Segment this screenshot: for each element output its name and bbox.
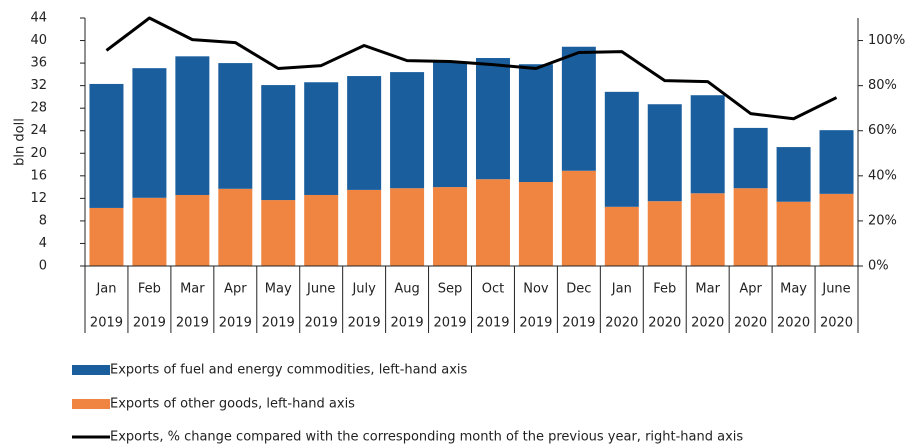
bar — [561, 170, 596, 266]
x-tick-label: Aug — [394, 282, 419, 297]
y-tick-label: 28 — [30, 101, 47, 116]
bar — [347, 189, 382, 266]
x-tick-label: Jan — [95, 282, 116, 297]
x-group-label: 2019 — [133, 316, 166, 331]
y-tick-label: 12 — [30, 191, 47, 206]
x-group-label: 2019 — [519, 316, 552, 331]
bar — [776, 147, 811, 202]
x-group-label: 2019 — [90, 316, 123, 331]
bar — [604, 206, 639, 266]
bar — [733, 127, 768, 189]
bar — [218, 63, 253, 189]
y2-tick-label: 40% — [868, 168, 897, 183]
y-tick-label: 36 — [30, 56, 47, 71]
x-tick-label: June — [821, 282, 850, 297]
bar — [475, 58, 510, 180]
x-group-label: 2019 — [219, 316, 252, 331]
x-tick-label: Feb — [653, 282, 676, 297]
bar — [304, 82, 339, 195]
y-tick-label: 4 — [39, 236, 47, 251]
y-tick-label: 40 — [30, 33, 47, 48]
y-tick-label: 44 — [30, 11, 47, 26]
x-tick-label: June — [306, 282, 335, 297]
bar — [647, 104, 682, 202]
x-group-label: 2020 — [605, 316, 638, 331]
y2-tick-label: 60% — [868, 123, 897, 138]
x-group-label: 2019 — [348, 316, 381, 331]
x-group-label: 2019 — [391, 316, 424, 331]
y-tick-label: 8 — [39, 213, 47, 228]
legend-label: Exports of other goods, left-hand axis — [110, 397, 355, 412]
x-tick-label: May — [265, 282, 292, 297]
y-tick-label: 16 — [30, 168, 47, 183]
bar — [819, 193, 854, 266]
bar — [690, 193, 725, 266]
bar — [390, 188, 425, 266]
x-group-label: 2019 — [305, 316, 338, 331]
bar — [475, 179, 510, 266]
x-tick-label: Oct — [482, 282, 504, 297]
x-group-label: 2019 — [262, 316, 295, 331]
y-tick-label: 20 — [30, 146, 47, 161]
bar — [690, 95, 725, 194]
x-group-label: 2020 — [648, 316, 681, 331]
x-tick-label: July — [351, 282, 376, 297]
x-group-label: 2019 — [476, 316, 509, 331]
bar — [733, 188, 768, 266]
x-tick-label: Feb — [138, 282, 161, 297]
bar — [518, 182, 553, 266]
y-axis-label: bln doll — [13, 118, 28, 166]
x-tick-label: Nov — [523, 282, 549, 297]
bar — [561, 46, 596, 171]
bar — [390, 72, 425, 189]
bar — [261, 200, 296, 266]
legend-swatch — [72, 365, 110, 375]
x-tick-label: Sep — [438, 282, 463, 297]
legend-swatch — [72, 399, 110, 409]
legend-label: Exports of fuel and energy commodities, … — [110, 363, 468, 378]
y-tick-label: 0 — [39, 259, 47, 274]
bar — [304, 194, 339, 266]
bar — [604, 91, 639, 207]
y2-tick-label: 80% — [868, 78, 897, 93]
y2-tick-label: 20% — [868, 213, 897, 228]
x-tick-label: Mar — [695, 282, 720, 297]
x-tick-label: Mar — [180, 282, 205, 297]
bar — [89, 83, 124, 208]
y-tick-label: 24 — [30, 123, 47, 138]
bar — [175, 194, 210, 266]
legend-label: Exports, % change compared with the corr… — [110, 430, 743, 445]
y2-tick-label: 100% — [868, 33, 905, 48]
bar — [132, 68, 167, 198]
x-group-label: 2020 — [734, 316, 767, 331]
bar — [175, 56, 210, 195]
line — [105, 16, 838, 121]
x-tick-label: Dec — [566, 282, 591, 297]
x-tick-label: Jan — [611, 282, 632, 297]
bar — [218, 188, 253, 266]
x-group-label: 2019 — [433, 316, 466, 331]
x-group-label: 2020 — [691, 316, 724, 331]
bar — [132, 197, 167, 266]
x-tick-label: Apr — [224, 282, 247, 297]
bar — [776, 201, 811, 266]
x-tick-label: May — [780, 282, 807, 297]
y-tick-label: 32 — [30, 78, 47, 93]
bar — [819, 130, 854, 194]
bar — [89, 207, 124, 266]
x-group-label: 2020 — [777, 316, 810, 331]
bar — [433, 61, 468, 188]
bar — [261, 85, 296, 201]
bar — [647, 201, 682, 266]
x-tick-label: Apr — [739, 282, 762, 297]
x-group-label: 2019 — [176, 316, 209, 331]
bar — [347, 76, 382, 190]
x-group-label: 2019 — [562, 316, 595, 331]
x-group-label: 2020 — [820, 316, 853, 331]
bar — [518, 64, 553, 183]
bar — [433, 187, 468, 266]
y2-tick-label: 0% — [868, 259, 889, 274]
